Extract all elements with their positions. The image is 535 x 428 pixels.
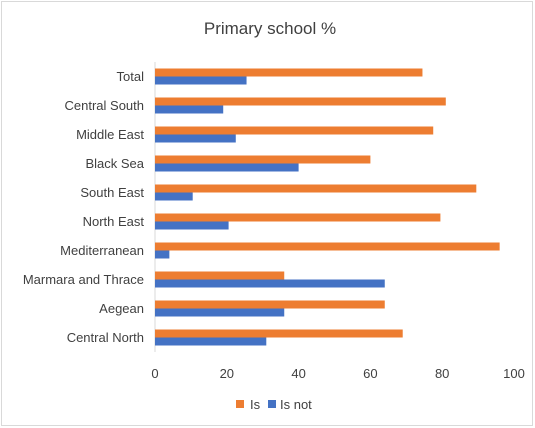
bar-is-not-aegean bbox=[155, 308, 285, 317]
bar-is-not-marmara-and-thrace bbox=[155, 279, 385, 288]
category-label-mediterranean: Mediterranean bbox=[60, 243, 144, 258]
bar-is-central-south bbox=[155, 97, 446, 106]
x-tick-40: 40 bbox=[291, 366, 305, 381]
x-tick-80: 80 bbox=[435, 366, 449, 381]
bar-is-aegean bbox=[155, 300, 385, 309]
x-tick-0: 0 bbox=[151, 366, 158, 381]
bar-is-marmara-and-thrace bbox=[155, 271, 285, 280]
category-label-middle-east: Middle East bbox=[76, 127, 144, 142]
legend-label-is-not: Is not bbox=[280, 397, 312, 412]
bar-is-not-north-east bbox=[155, 221, 229, 230]
legend-swatch-is bbox=[236, 400, 244, 408]
bar-is-mediterranean bbox=[155, 242, 500, 251]
category-label-total: Total bbox=[117, 69, 145, 84]
x-tick-100: 100 bbox=[503, 366, 525, 381]
chart-title: Primary school % bbox=[204, 19, 336, 38]
bar-is-not-middle-east bbox=[155, 134, 236, 143]
category-label-north-east: North East bbox=[83, 214, 145, 229]
category-label-black-sea: Black Sea bbox=[85, 156, 144, 171]
category-label-south-east: South East bbox=[80, 185, 144, 200]
category-label-central-south: Central South bbox=[65, 98, 145, 113]
category-label-marmara-and-thrace: Marmara and Thrace bbox=[23, 272, 144, 287]
bar-is-not-south-east bbox=[155, 192, 193, 201]
bar-is-middle-east bbox=[155, 126, 434, 135]
category-labels: Total Central South Middle East Black Sea So… bbox=[23, 69, 145, 345]
x-tick-labels: 0 20 40 60 80 100 bbox=[151, 366, 524, 381]
bar-is-black-sea bbox=[155, 155, 371, 164]
bar-is-not-central-south bbox=[155, 105, 224, 114]
bar-is-not-mediterranean bbox=[155, 250, 170, 259]
bar-is-not-total bbox=[155, 76, 247, 85]
bar-is-north-east bbox=[155, 213, 441, 222]
bar-is-not-central-north bbox=[155, 337, 267, 346]
bar-is-south-east bbox=[155, 184, 477, 193]
category-label-central-north: Central North bbox=[67, 330, 144, 345]
bar-is-not-black-sea bbox=[155, 163, 299, 172]
bar-is-central-north bbox=[155, 329, 403, 338]
legend: Is Is not bbox=[236, 397, 312, 412]
x-tick-60: 60 bbox=[363, 366, 377, 381]
legend-label-is: Is bbox=[250, 397, 261, 412]
bars-group bbox=[155, 68, 500, 346]
bar-is-total bbox=[155, 68, 423, 77]
category-label-aegean: Aegean bbox=[99, 301, 144, 316]
x-tick-20: 20 bbox=[220, 366, 234, 381]
legend-swatch-is-not bbox=[268, 400, 276, 408]
